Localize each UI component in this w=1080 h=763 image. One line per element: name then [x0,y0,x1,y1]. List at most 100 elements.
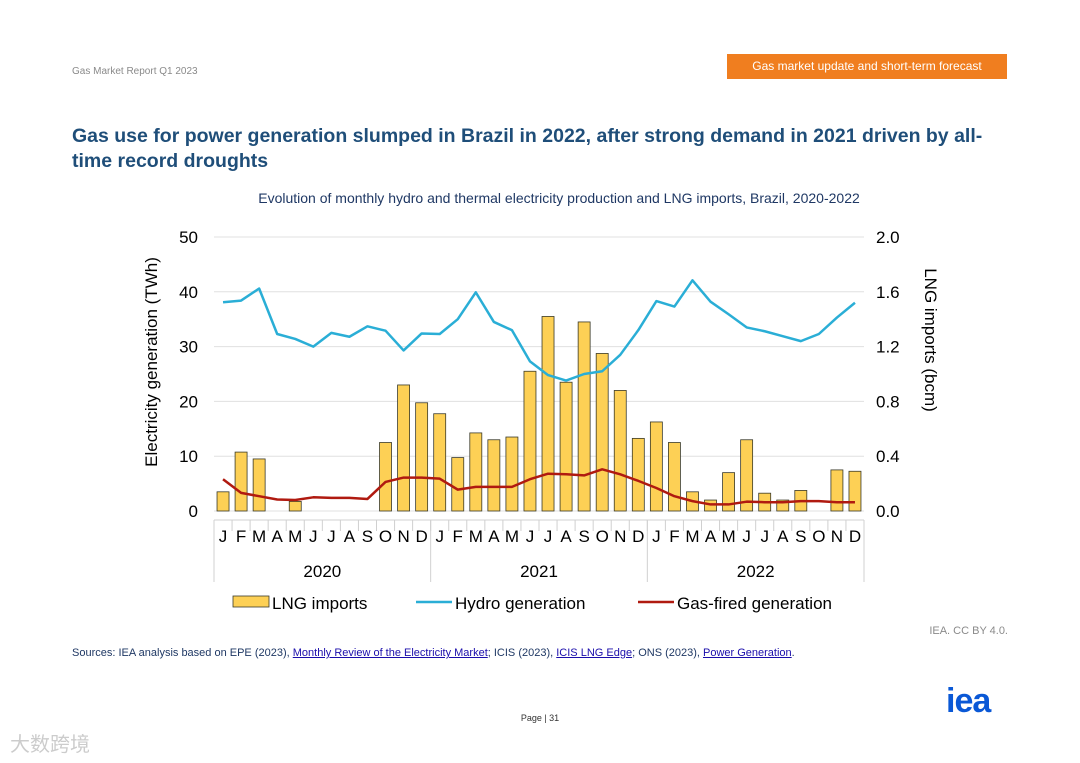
year-label: 2020 [303,562,341,581]
bar-lng-imports [848,470,862,512]
line-hydro-generation [222,279,856,382]
bar-lng-imports [487,439,501,512]
bar-lng-imports [415,402,429,512]
bar-lng-imports [451,457,465,512]
iea-logo: iea [946,682,991,720]
x-tick-label: F [453,527,463,546]
bar-lng-imports [469,432,483,512]
y-right-axis-label: LNG imports (bcm) [921,268,940,412]
x-tick-label: M [721,527,735,546]
x-tick-label: J [742,527,751,546]
y-axis-label: Electricity generation (TWh) [142,257,161,467]
bar-lng-imports [379,442,392,512]
page-title: Gas use for power generation slumped in … [72,125,983,172]
y-tick-label: 0 [189,502,198,521]
x-tick-label: F [669,527,679,546]
x-tick-label: F [236,527,246,546]
x-tick-label: J [309,527,318,546]
x-tick-label: A [344,527,356,546]
bar-lng-imports [559,381,573,512]
x-tick-label: D [632,527,644,546]
bar-lng-imports [288,501,302,512]
watermark: 大数跨境 [10,734,90,756]
bar-lng-imports [722,472,735,512]
legend-label-hydro: Hydro generation [455,594,585,613]
y-tick-label: 40 [179,283,198,302]
x-tick-label: M [288,527,302,546]
bar-lng-imports [649,421,663,512]
x-tick-label: J [544,527,553,546]
report-name: Gas Market Report Q1 2023 [72,66,198,77]
y-right-tick-label: 1.6 [876,283,900,302]
x-tick-label: M [505,527,519,546]
x-tick-label: J [219,527,228,546]
bar-lng-imports [234,451,248,512]
bar-lng-imports [830,469,844,512]
y-right-tick-label: 0.0 [876,502,900,521]
source-link-icis[interactable]: ICIS LNG Edge [556,647,633,659]
x-tick-label: A [777,527,789,546]
x-tick-label: D [849,527,861,546]
bar-lng-imports [216,491,230,512]
legend-swatch-lng [232,595,270,608]
section-tag: Gas market update and short-term forecas… [727,54,1007,79]
sources-mid2: ; ONS (2023), [632,647,703,659]
bar-lng-imports [631,437,645,512]
x-tick-label: M [469,527,483,546]
bar-lng-imports [740,439,754,512]
x-tick-label: S [362,527,373,546]
y-tick-label: 30 [179,338,198,357]
x-tick-label: J [435,527,444,546]
x-tick-label: A [705,527,717,546]
bar-lng-imports [595,353,609,512]
bar-lng-imports [505,436,519,512]
source-link-ons[interactable]: Power Generation [703,647,792,659]
sources-suffix: . [791,647,795,659]
x-tick-label: J [526,527,535,546]
source-link-epe[interactable]: Monthly Review of the Electricity Market [292,647,488,659]
x-tick-label: O [379,527,392,546]
x-tick-label: N [614,527,626,546]
year-label: 2022 [737,562,775,581]
sources-mid1: ; ICIS (2023), [487,647,557,659]
x-tick-label: J [652,527,661,546]
chart-title: Evolution of monthly hydro and thermal e… [258,190,860,206]
year-label: 2021 [520,562,558,581]
page-number: Page | 31 [520,713,560,723]
x-tick-label: A [488,527,500,546]
x-tick-label: J [760,527,769,546]
bar-lng-imports [252,458,266,512]
y-tick-label: 50 [179,228,198,247]
x-tick-label: D [415,527,427,546]
bar-lng-imports [433,413,447,512]
x-tick-label: S [795,527,806,546]
x-tick-label: S [578,527,589,546]
x-tick-label: N [831,527,843,546]
bar-lng-imports [541,316,555,512]
sources: Sources: IEA analysis based on EPE (2023… [72,647,795,659]
bar-lng-imports [577,321,591,512]
bar-lng-imports [523,370,537,512]
y-right-tick-label: 2.0 [876,228,900,247]
y-right-tick-label: 0.8 [876,392,900,411]
line-gas-fired-generation [222,468,855,506]
bar-lng-imports [776,499,790,512]
y-tick-label: 10 [179,447,198,466]
sources-prefix: Sources: IEA analysis based on EPE (2023… [72,647,293,659]
bar-lng-imports [397,384,410,512]
x-tick-label: A [272,527,284,546]
x-tick-label: M [252,527,266,546]
y-right-tick-label: 0.4 [876,447,900,466]
x-tick-label: A [560,527,572,546]
license: IEA. CC BY 4.0. [929,625,1008,637]
x-tick-label: M [685,527,699,546]
y-tick-label: 20 [179,392,198,411]
x-tick-label: N [397,527,409,546]
x-tick-label: O [812,527,825,546]
x-tick-label: J [327,527,336,546]
legend-label-gas: Gas-fired generation [677,594,832,613]
y-right-tick-label: 1.2 [876,338,900,357]
bar-lng-imports [668,442,681,512]
